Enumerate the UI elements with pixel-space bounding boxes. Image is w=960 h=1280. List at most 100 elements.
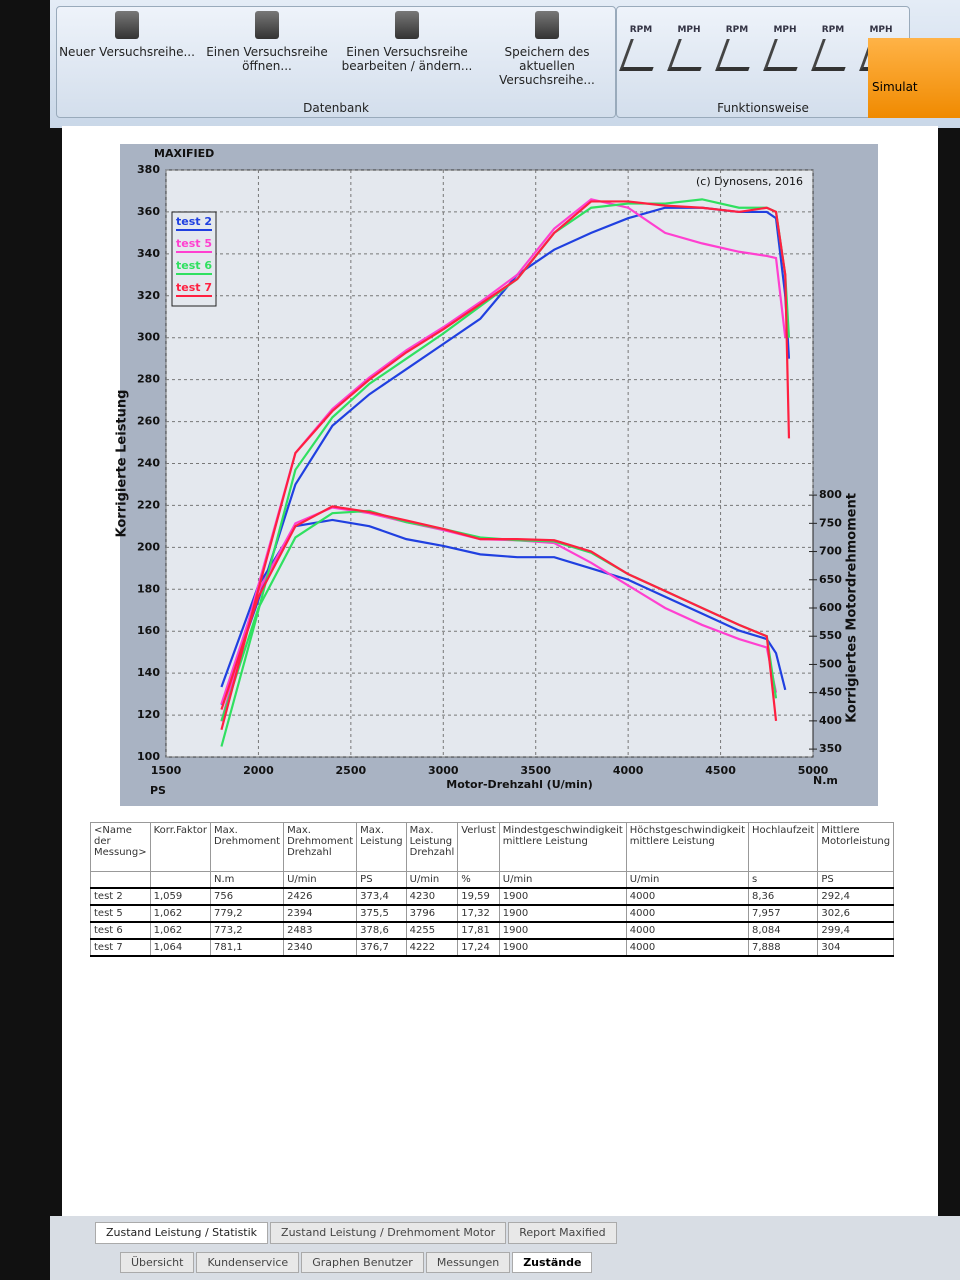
table-cell: 1,062: [149, 904, 211, 923]
mode-group: RPM MPH RPM MPH RPM MPH Funktionsweise: [616, 6, 910, 118]
y-tick-label: 340: [137, 247, 160, 260]
mode-label: RPM: [821, 25, 845, 35]
mode-icon: [666, 39, 712, 71]
table-cell: 4000: [625, 904, 750, 923]
column-unit: PS: [817, 871, 895, 889]
report-tab[interactable]: Zustand Leistung / Drehmoment Motor: [270, 1222, 507, 1244]
chart-title: MAXIFIED: [154, 147, 214, 160]
table-cell: 4000: [625, 938, 750, 957]
toolbar-button[interactable]: Neuer Versuchsreihe...: [57, 11, 197, 59]
y2-tick-label: 550: [819, 629, 842, 642]
report-tab[interactable]: Report Maxified: [508, 1222, 617, 1244]
column-unit: [149, 871, 211, 889]
toolbar-button[interactable]: Einen Versuchsreihe bearbeiten / ändern.…: [337, 11, 477, 73]
column-header: Mittlere Motorleistung: [817, 822, 895, 872]
y2-unit: N.m: [813, 774, 838, 787]
column-header: Max. Drehmoment: [209, 822, 285, 872]
mode-button[interactable]: RPM: [713, 25, 761, 71]
mode-label: MPH: [773, 25, 797, 35]
chart: MAXIFIED (c) Dynosens, 2016 100 120 140 160 18…: [115, 144, 878, 806]
bottom-tab[interactable]: Zustände: [512, 1252, 593, 1273]
table-cell: 4000: [625, 887, 750, 906]
mode-label: MPH: [677, 25, 701, 35]
table-cell: 1,064: [149, 938, 211, 957]
table-cell: 17,81: [457, 921, 500, 940]
x-tick-label: 1500: [151, 764, 182, 777]
report-tab[interactable]: Zustand Leistung / Statistik: [95, 1222, 269, 1244]
column-header: Max. Leistung Drehzahl: [405, 822, 459, 872]
x-tick-label: 4000: [613, 764, 644, 777]
column-header: Korr.Faktor: [149, 822, 211, 872]
toolbar-button[interactable]: Einen Versuchsreihe öffnen...: [197, 11, 337, 73]
bottom-tab[interactable]: Kundenservice: [196, 1252, 300, 1273]
table-cell: 4222: [405, 938, 459, 957]
column-header: Verlust: [457, 822, 500, 872]
bottom-tab[interactable]: Übersicht: [120, 1252, 195, 1273]
power-line: [220, 206, 791, 705]
torque-line: [220, 518, 787, 691]
table-cell: 1900: [498, 904, 627, 923]
y-tick-label: 240: [137, 457, 160, 470]
table-cell: 8,084: [747, 921, 819, 940]
copyright: (c) Dynosens, 2016: [696, 175, 803, 188]
unit-row: N.m U/min PS U/min% U/min U/min s PS: [90, 871, 895, 889]
table-cell: 1900: [498, 921, 627, 940]
legend-label: test 7: [176, 281, 212, 294]
column-unit: U/min: [498, 871, 627, 889]
x-tick-label: 3500: [520, 764, 551, 777]
table-cell: 373,4: [356, 887, 407, 906]
y-tick-label: 180: [137, 582, 160, 595]
mode-button[interactable]: MPH: [857, 25, 905, 71]
table-row: test 6 1,062 773,2 2483 378,6 4255 17,81 1900 40…: [90, 921, 895, 940]
mode-button[interactable]: RPM: [809, 25, 857, 71]
torque-line: [220, 505, 778, 721]
toolbar-button[interactable]: Speichern des aktuellen Versuchsreihe...: [477, 11, 617, 87]
column-header: Mindestgeschwindigkeit mittlere Leistung: [498, 822, 627, 872]
mode-icon: [810, 39, 856, 71]
table-cell: 1900: [498, 887, 627, 906]
table-row: test 2 1,059 756 2426 373,4 4230 19,59 1900 4000…: [90, 887, 895, 906]
table-cell: 8,36: [747, 887, 819, 906]
table-row: test 7 1,064 781,1 2340 376,7 4222 17,24 1900 40…: [90, 938, 895, 957]
mode-label: MPH: [869, 25, 893, 35]
y-axis-title: Korrigierte Leistung: [115, 390, 130, 538]
mode-label: RPM: [629, 25, 653, 35]
mode-button[interactable]: MPH: [665, 25, 713, 71]
table-cell: 304: [817, 938, 895, 957]
y-tick-label: 280: [137, 373, 160, 386]
table-cell: 3796: [405, 904, 459, 923]
group-label: Datenbank: [303, 101, 369, 115]
toolbar: Neuer Versuchsreihe... Einen Versuchsreih…: [50, 0, 960, 128]
table-cell: 375,5: [356, 904, 407, 923]
table-cell: 292,4: [817, 887, 895, 906]
table-cell: 4230: [405, 887, 459, 906]
database-group: Neuer Versuchsreihe... Einen Versuchsreih…: [56, 6, 616, 118]
y-tick-label: 360: [137, 205, 160, 218]
column-unit: %: [457, 871, 500, 889]
table-cell: 2394: [283, 904, 358, 923]
mode-icon: [762, 39, 808, 71]
report-tabs: Zustand Leistung / Statistik Zustand Leis…: [95, 1222, 617, 1244]
y-tick-label: 200: [137, 540, 160, 553]
column-unit: PS: [356, 871, 407, 889]
table-cell: 2340: [283, 938, 358, 957]
bottom-tab[interactable]: Messungen: [425, 1252, 511, 1273]
mode-button[interactable]: RPM: [617, 25, 665, 71]
table-cell: 781,1: [209, 938, 285, 957]
y-tick-label: 120: [137, 708, 160, 721]
simulation-button[interactable]: Simulat: [868, 38, 960, 118]
table-cell: 7,888: [747, 938, 819, 957]
column-header: Max. Leistung: [356, 822, 407, 872]
table-cell: 376,7: [356, 938, 407, 957]
table-cell: 2483: [283, 921, 358, 940]
button-icon: [115, 11, 139, 39]
mode-button[interactable]: MPH: [761, 25, 809, 71]
y-tick-label: 380: [137, 163, 160, 176]
bottom-tab[interactable]: Graphen Benutzer: [301, 1252, 424, 1273]
y-tick-label: 220: [137, 498, 160, 511]
y2-tick-label: 750: [819, 516, 842, 529]
button-label: Einen Versuchsreihe öffnen...: [206, 45, 328, 73]
legend-label: test 5: [176, 237, 212, 250]
y-tick-label: 160: [137, 624, 160, 637]
